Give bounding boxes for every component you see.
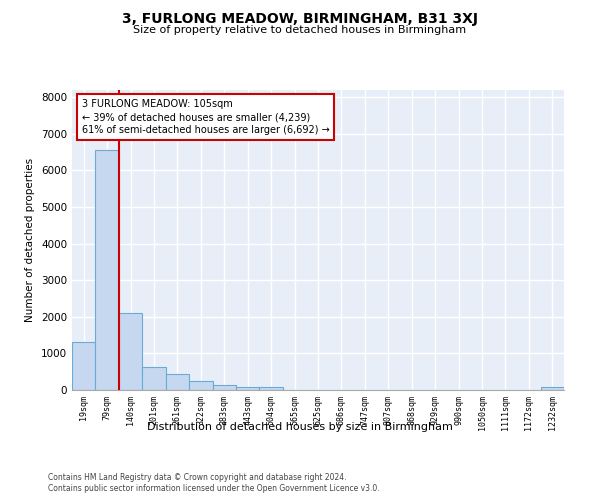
- Y-axis label: Number of detached properties: Number of detached properties: [25, 158, 35, 322]
- Bar: [259, 387, 283, 390]
- Bar: [212, 385, 236, 390]
- Text: Size of property relative to detached houses in Birmingham: Size of property relative to detached ho…: [133, 25, 467, 35]
- Text: Contains HM Land Registry data © Crown copyright and database right 2024.: Contains HM Land Registry data © Crown c…: [48, 472, 347, 482]
- Text: 3 FURLONG MEADOW: 105sqm
← 39% of detached houses are smaller (4,239)
61% of sem: 3 FURLONG MEADOW: 105sqm ← 39% of detach…: [82, 99, 329, 136]
- Bar: [166, 374, 189, 390]
- Bar: [236, 387, 259, 390]
- Text: Distribution of detached houses by size in Birmingham: Distribution of detached houses by size …: [147, 422, 453, 432]
- Bar: [72, 342, 95, 390]
- Bar: [95, 150, 119, 390]
- Text: Contains public sector information licensed under the Open Government Licence v3: Contains public sector information licen…: [48, 484, 380, 493]
- Bar: [541, 387, 564, 390]
- Bar: [189, 381, 212, 390]
- Bar: [142, 368, 166, 390]
- Bar: [119, 313, 142, 390]
- Text: 3, FURLONG MEADOW, BIRMINGHAM, B31 3XJ: 3, FURLONG MEADOW, BIRMINGHAM, B31 3XJ: [122, 12, 478, 26]
